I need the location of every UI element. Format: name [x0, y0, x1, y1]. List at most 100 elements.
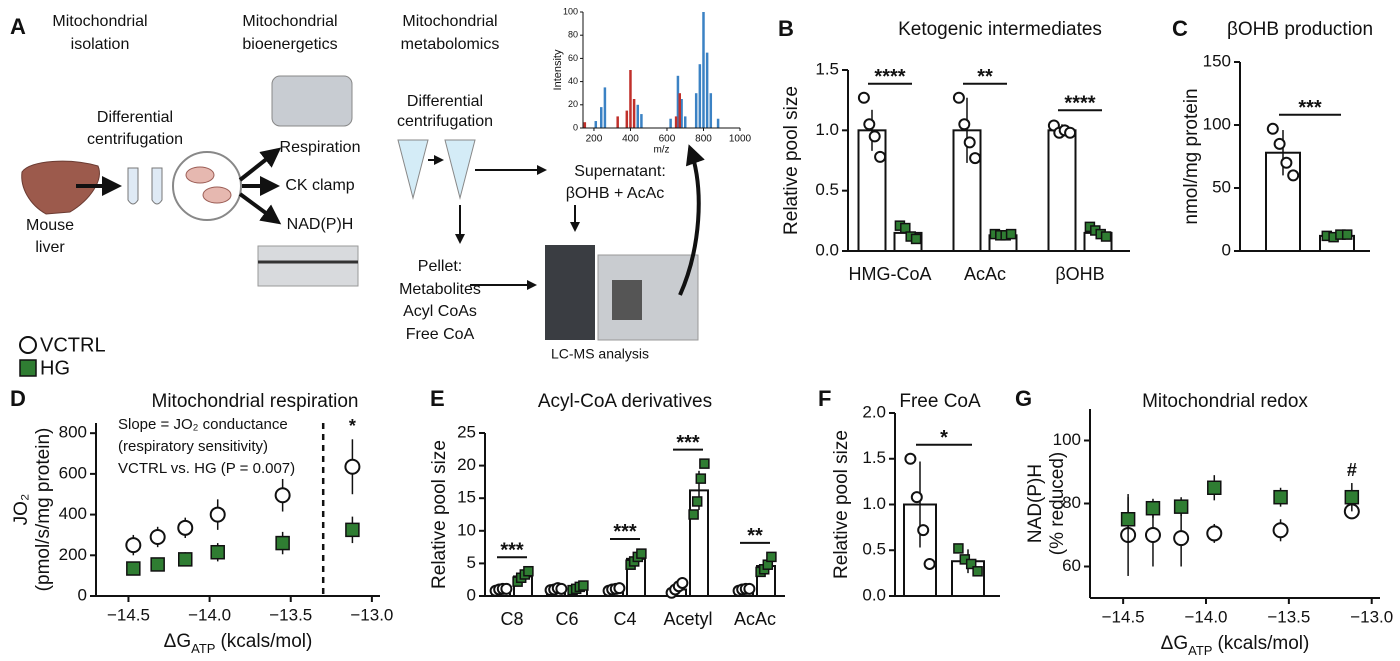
- y-tick-label: 50: [1212, 177, 1231, 196]
- x-tick-label: −13.0: [1350, 607, 1393, 626]
- label: centrifugation: [397, 113, 493, 130]
- instrument-detail: [612, 280, 642, 320]
- y-tick-label: 1.0: [815, 120, 839, 139]
- point-label: #: [1347, 460, 1357, 480]
- point: [857, 91, 870, 104]
- point: [1344, 489, 1360, 505]
- point: [126, 561, 141, 576]
- y-tick-label: 800: [59, 423, 87, 442]
- y-tick-label: 2.0: [862, 402, 886, 421]
- mitochondrion: [202, 186, 232, 204]
- point: [900, 222, 911, 234]
- label: βOHB + AcAc: [566, 185, 665, 202]
- point: [1144, 527, 1161, 543]
- x-tick-label: −14.0: [1184, 607, 1227, 626]
- y-tick-label: 0: [467, 585, 476, 604]
- y-tick-label: 80: [1062, 493, 1081, 512]
- label: Mouse: [26, 217, 74, 234]
- point: [125, 537, 142, 554]
- x-tick-label: 200: [586, 134, 603, 145]
- legend-marker: [19, 336, 37, 354]
- y-tick-label: 40: [568, 76, 578, 86]
- point: [1273, 489, 1288, 505]
- arrow: [238, 192, 282, 225]
- y-tick-label: 15: [457, 488, 476, 507]
- y-tick-label: 600: [59, 463, 87, 482]
- point: [1207, 480, 1222, 495]
- y-tick-label: 100: [1053, 430, 1081, 449]
- arrow: [678, 144, 705, 296]
- y-tick-label: 100: [1203, 114, 1231, 133]
- heading: Mitochondrial: [242, 13, 337, 30]
- bar: [1047, 129, 1077, 252]
- point: [1173, 499, 1189, 514]
- y-axis-label: Relative pool size: [831, 430, 852, 579]
- chart-title: Acyl-CoA derivatives: [538, 391, 712, 412]
- x-tick-label: 600: [659, 134, 676, 145]
- y-tick-label: 20: [457, 455, 476, 474]
- point: [1280, 156, 1293, 169]
- significance-label: ***: [1298, 97, 1322, 119]
- x-tick-label: C8: [500, 609, 523, 629]
- axis-label: Intensity: [552, 49, 564, 90]
- x-tick-label: C6: [555, 609, 578, 629]
- y-axis-label: nmol/mg protein: [1181, 88, 1202, 224]
- y-axis-label: (pmol/s/mg protein): [33, 428, 54, 592]
- instrument-icon: [257, 245, 359, 287]
- y-tick-label: 400: [59, 504, 87, 523]
- point: [1173, 530, 1190, 547]
- annotation: VCTRL vs. HG (P = 0.007): [118, 460, 295, 477]
- mitochondrion: [185, 166, 215, 184]
- point: [1287, 169, 1300, 182]
- label: Respiration: [280, 139, 361, 156]
- significance-label: *: [940, 427, 948, 449]
- y-tick-label: 80: [568, 30, 578, 40]
- point: [676, 576, 689, 589]
- point: [523, 565, 534, 577]
- heading: isolation: [71, 36, 130, 53]
- significance-label: ****: [874, 66, 905, 88]
- point: [699, 458, 710, 469]
- point: [1005, 228, 1017, 240]
- y-tick-label: 0.0: [862, 585, 886, 604]
- point: [688, 509, 699, 520]
- point: [874, 150, 887, 163]
- y-tick-label: 10: [457, 520, 476, 539]
- axis-label: m/z: [653, 145, 669, 156]
- point: [766, 551, 777, 563]
- x-tick-label: HMG-CoA: [848, 264, 931, 284]
- y-axis-label: (% reduced): [1047, 452, 1068, 556]
- panel-label: D: [10, 386, 26, 411]
- point: [210, 544, 225, 560]
- y-tick-label: 0: [1222, 240, 1231, 259]
- legend-label: HG: [40, 357, 70, 379]
- annotation: (respiratory sensitivity): [118, 438, 268, 455]
- y-tick-label: 0: [78, 585, 87, 604]
- significance-label: ***: [500, 540, 524, 562]
- y-tick-label: 0.5: [815, 180, 839, 199]
- heading: Mitochondrial: [402, 13, 497, 30]
- instrument-icon: [271, 75, 353, 127]
- chart-title: Ketogenic intermediates: [898, 19, 1102, 40]
- heading: metabolomics: [401, 36, 500, 53]
- x-tick-label: −14.5: [1102, 607, 1145, 626]
- chart-title: Mitochondrial respiration: [152, 391, 359, 412]
- significance-label: **: [747, 525, 763, 547]
- point: [952, 91, 965, 104]
- x-tick-label: 400: [622, 134, 639, 145]
- point: [274, 487, 291, 504]
- label: Differential: [407, 93, 483, 110]
- significance-label: ****: [1064, 93, 1095, 115]
- x-tick-label: AcAc: [964, 264, 1006, 284]
- point: [904, 452, 917, 465]
- label: Pellet:: [418, 258, 462, 275]
- x-tick-label: −13.5: [1267, 607, 1310, 626]
- chart-title: Free CoA: [899, 391, 981, 412]
- x-tick-label: −14.5: [107, 605, 150, 624]
- point-label: *: [349, 416, 356, 436]
- y-tick-label: 0.5: [862, 540, 886, 559]
- chart-title: Mitochondrial redox: [1142, 391, 1308, 412]
- point: [1064, 126, 1077, 139]
- point: [972, 566, 983, 577]
